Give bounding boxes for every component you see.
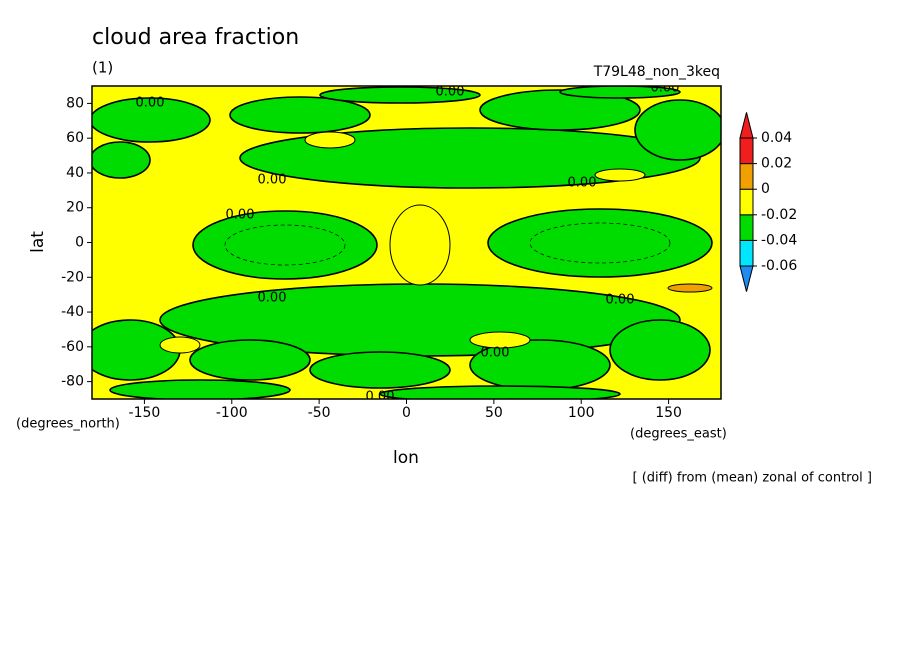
green-region	[92, 141, 151, 179]
x-tick-label: -50	[308, 405, 331, 421]
green-region	[109, 379, 291, 399]
colorbar-label: 0.02	[761, 156, 792, 172]
contour-label: 0.00	[258, 291, 287, 306]
green-region	[559, 86, 681, 99]
contour-line	[224, 224, 346, 266]
green-region	[634, 99, 721, 161]
colorbar-high	[739, 112, 754, 139]
x-tick-label: 100	[568, 405, 595, 421]
y-tick-label: -40	[61, 304, 84, 320]
colorbar-label: -0.04	[761, 232, 797, 248]
contour-label: 0.00	[568, 176, 597, 191]
y-tick-label: -60	[61, 339, 84, 355]
orange-region	[667, 283, 713, 293]
colorbar-band	[739, 214, 754, 241]
green-region	[319, 86, 481, 104]
green-region	[229, 96, 371, 134]
colorbar-band	[739, 239, 754, 267]
y-tick-label: 0	[75, 235, 84, 251]
green-region	[479, 89, 641, 131]
yellow-region	[469, 331, 531, 349]
contour-label: 0.00	[136, 96, 165, 111]
x-axis-label: lon	[393, 448, 419, 468]
yellow-region	[159, 336, 201, 354]
colorbar-label: 0	[761, 181, 770, 197]
contour-label: 0.00	[226, 208, 255, 223]
green-region	[189, 339, 311, 381]
yellow-region	[304, 131, 356, 149]
y-tick-label: 20	[66, 200, 84, 216]
y-tick-label: -80	[61, 374, 84, 390]
subtitle: (1)	[92, 59, 113, 77]
colorbar-band	[739, 137, 754, 165]
contour-label: 0.00	[481, 346, 510, 361]
y-units: (degrees_north)	[16, 417, 120, 432]
x-tick-label: -150	[129, 405, 161, 421]
yellow-region	[594, 168, 646, 182]
green-region	[487, 208, 713, 278]
x-tick-label: 50	[485, 405, 503, 421]
note: [ (diff) from (mean) zonal of control ]	[633, 471, 872, 486]
x-tick-label: 0	[402, 405, 411, 421]
contour-label: 0.00	[436, 85, 465, 100]
green-region	[379, 385, 621, 399]
contour-label: 0.00	[258, 173, 287, 188]
y-tick-label: 40	[66, 165, 84, 181]
green-region	[609, 319, 711, 381]
colorbar-label: -0.06	[761, 258, 797, 274]
contour-label: 0.00	[651, 81, 680, 96]
contour-field: 0.00 0.00 0.00 0.00 0.00 0.00 0.00 0.00 0.00 0.00	[92, 81, 721, 405]
run-label: T79L48_non_3keq	[593, 64, 720, 80]
x-units: (degrees_east)	[630, 427, 727, 442]
colorbar-low	[739, 265, 754, 292]
green-region	[239, 127, 701, 189]
colorbar-label: -0.02	[761, 207, 797, 223]
y-tick-label: 60	[66, 130, 84, 146]
yellow-region	[389, 204, 451, 286]
y-tick-label: -20	[61, 269, 84, 285]
x-tick-label: -100	[216, 405, 248, 421]
x-tick-label: 150	[655, 405, 682, 421]
y-tick-label: 80	[66, 95, 84, 111]
chart-title: cloud area fraction	[92, 25, 299, 50]
contour-line	[529, 222, 671, 264]
contour-label: 0.00	[606, 293, 635, 308]
green-region	[192, 210, 378, 280]
green-region	[309, 351, 451, 389]
y-axis-label: lat	[28, 231, 48, 253]
contour-label: 0.00	[366, 390, 395, 405]
colorbar-band	[739, 163, 754, 190]
green-region	[92, 97, 211, 143]
colorbar-label: 0.04	[761, 130, 792, 146]
colorbar-band	[739, 188, 754, 216]
